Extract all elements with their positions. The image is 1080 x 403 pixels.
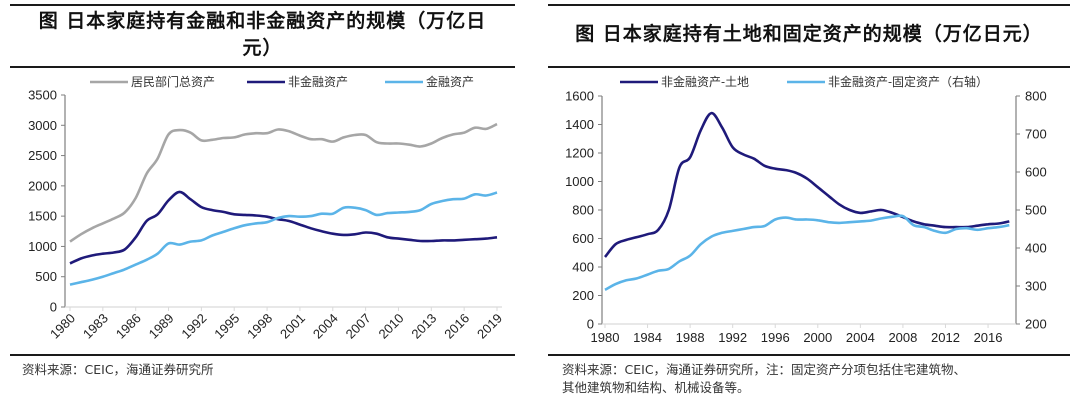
y-tick-label: 3000 (28, 118, 57, 133)
series-line (69, 190, 498, 265)
source-rule (10, 354, 515, 356)
right-panel: 图 日本家庭持有土地和固定资产的规模（万亿日元） 0 200 400 600 800 10… (540, 0, 1080, 403)
x-tick-label: 1988 (676, 330, 705, 345)
y2-tick-label: 400 (1025, 241, 1047, 256)
left-chart-title: 图 日本家庭持有金融和非金融资产的规模（万亿日 元） (10, 8, 515, 62)
right-chart-title: 图 日本家庭持有土地和固定资产的规模（万亿日元） (575, 23, 1043, 45)
legend-label: 非金融资产-土地 (661, 74, 749, 89)
y2-tick-label: 600 (1025, 165, 1047, 180)
x-tick-label: 2012 (931, 330, 960, 345)
y-tick-label: 1000 (28, 239, 57, 254)
x-tick-label: 1980 (47, 311, 78, 342)
x-tick-label: 2016 (974, 330, 1003, 345)
y-tick-label: 1400 (565, 117, 594, 132)
source-rule (548, 354, 1070, 356)
legend-label: 非金融资产 (288, 74, 348, 89)
right-line-chart: 0 200 400 600 800 1000 1200 1400 1600 200 300 400 50… (565, 74, 1047, 345)
x-tick-label: 1992 (178, 311, 209, 342)
y-tick-label: 1000 (565, 174, 594, 189)
x-tick-label: 1996 (761, 330, 790, 345)
y-tick-label: 2500 (28, 148, 57, 163)
x-tick-label: 2016 (441, 311, 472, 342)
y-tick-label: 1500 (28, 209, 57, 224)
x-tick-label: 2001 (277, 311, 308, 342)
x-tick-label: 1992 (718, 330, 747, 345)
x-tick-label: 1989 (146, 311, 177, 342)
x-tick-label: 1995 (211, 311, 242, 342)
y2-tick-label: 700 (1025, 127, 1047, 142)
x-tick-label: 2013 (408, 311, 439, 342)
x-tick-label: 2008 (888, 330, 917, 345)
top-rule (548, 4, 1070, 6)
series-line (603, 111, 1010, 258)
y-tick-label: 400 (572, 260, 594, 275)
right-source-note: 资料来源：CEIC，海通证券研究所，注：固定资产分项包括住宅建筑物、 其他建筑物… (562, 361, 966, 397)
x-tick-label: 2019 (474, 311, 505, 342)
x-tick-label: 1984 (633, 330, 662, 345)
x-tick-label: 1983 (80, 311, 111, 342)
x-tick-label: 2010 (376, 311, 407, 342)
y-tick-label: 1200 (565, 146, 594, 161)
title-line-2: 元） (242, 37, 283, 59)
x-tick-label: 1980 (591, 330, 620, 345)
legend-label: 居民部门总资产 (131, 74, 215, 89)
x-tick-label: 2004 (846, 330, 875, 345)
legend-label: 金融资产 (426, 74, 474, 89)
title-bottom-rule (548, 66, 1070, 68)
title-line-1: 图 日本家庭持有金融和非金融资产的规模（万亿日 (38, 10, 487, 32)
x-tick-label: 2007 (343, 311, 374, 342)
y2-tick-label: 500 (1025, 203, 1047, 218)
left-line-chart: 0 500 1000 1500 2000 2500 3000 3500 1980 1983 1986… (28, 74, 505, 342)
x-tick-label: 2004 (310, 311, 341, 342)
source-line-1: 资料来源：CEIC，海通证券研究所，注：固定资产分项包括住宅建筑物、 (562, 362, 967, 377)
y-tick-label: 2000 (28, 178, 57, 193)
source-line-2: 其他建筑物和结构、机械设备等。 (562, 380, 750, 395)
y-tick-label: 200 (572, 288, 594, 303)
series-line (604, 214, 1010, 291)
y2-tick-label: 300 (1025, 279, 1047, 294)
y-tick-label: 600 (572, 231, 594, 246)
y-tick-label: 500 (35, 269, 57, 284)
series-line (69, 191, 498, 286)
title-bottom-rule (10, 66, 515, 68)
x-tick-label: 1998 (244, 311, 275, 342)
top-rule (10, 4, 515, 6)
y2-tick-label: 800 (1025, 89, 1047, 104)
y-tick-label: 3500 (28, 88, 57, 103)
legend-label: 非金融资产-固定资产（右轴） (828, 74, 988, 89)
left-source-note: 资料来源：CEIC，海通证券研究所 (22, 362, 214, 377)
y2-tick-label: 200 (1025, 317, 1047, 332)
y-tick-label: 800 (572, 203, 594, 218)
left-panel: 图 日本家庭持有金融和非金融资产的规模（万亿日 元） 0 500 1000 1500 2… (10, 4, 515, 377)
y-tick-label: 1600 (565, 89, 594, 104)
y-tick-label: 0 (50, 300, 57, 315)
x-tick-label: 2000 (803, 330, 832, 345)
y-tick-label: 0 (587, 317, 594, 332)
x-tick-label: 1986 (113, 311, 144, 342)
series-line (69, 122, 498, 243)
